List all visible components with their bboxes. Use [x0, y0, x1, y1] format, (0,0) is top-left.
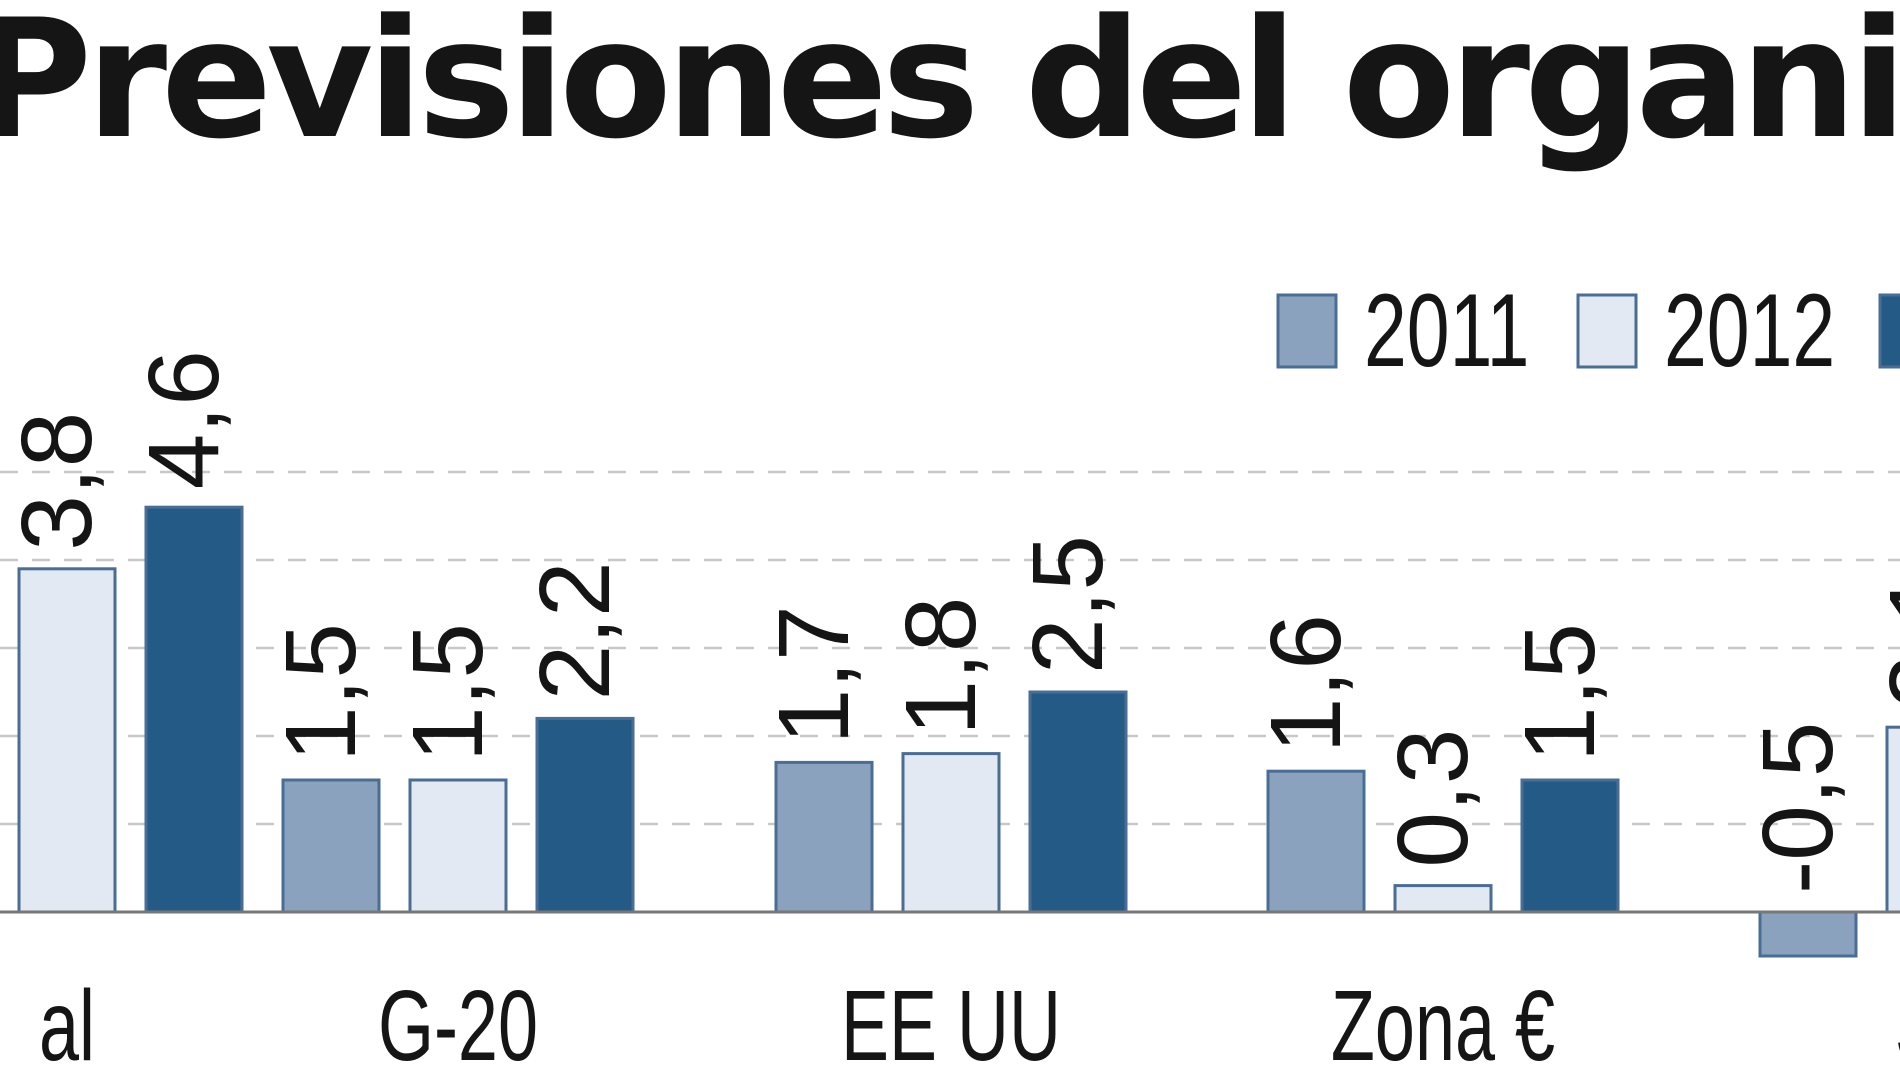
bars [17, 505, 1900, 958]
bar [281, 778, 381, 914]
bar [1028, 690, 1128, 914]
data-label: 4,6 [128, 350, 240, 489]
bar [1393, 884, 1493, 914]
bar [408, 778, 508, 914]
legend-swatch [1276, 293, 1338, 369]
legend-swatch [1576, 293, 1638, 369]
legend-label: 2012 [1664, 273, 1835, 389]
bar [144, 505, 244, 914]
data-labels: 1,5 1,7 1,6 -0,5 3,8 1,5 1,8 0,3 2,1 4,6 2,2 2,5 1,5 [1, 350, 1900, 894]
x-tick-label: Ja [1897, 970, 1900, 1069]
legend: 2011 2012 [1276, 273, 1900, 389]
chart-title: Previsiones del organis [0, 0, 1900, 175]
data-label: 1,5 [1504, 623, 1616, 762]
legend-label: 2011 [1364, 273, 1529, 389]
data-label: 1,7 [758, 605, 870, 744]
legend-swatch [1878, 293, 1900, 369]
x-tick-label: al [39, 970, 95, 1069]
x-axis: al G-20 EE UU Zona € Ja [0, 910, 1900, 1069]
bar [1885, 725, 1900, 914]
bar [901, 752, 1001, 914]
bar [1520, 778, 1620, 914]
data-label: 1,5 [392, 623, 504, 762]
bar [535, 716, 635, 914]
data-label: 0,3 [1377, 729, 1489, 868]
data-label: 2,1 [1869, 570, 1900, 709]
data-label: 1,5 [265, 623, 377, 762]
data-label: -0,5 [1742, 722, 1854, 894]
bar [1758, 910, 1858, 958]
x-tick-label: Zona € [1331, 970, 1555, 1069]
bar [1266, 769, 1366, 914]
data-label: 1,6 [1250, 614, 1362, 753]
bar [774, 760, 874, 914]
bar [17, 567, 117, 914]
data-label: 1,8 [885, 597, 997, 736]
data-label: 3,8 [1, 412, 113, 551]
data-label: 2,5 [1012, 535, 1124, 674]
x-tick-label: EE UU [841, 970, 1061, 1069]
x-tick-label: G-20 [378, 970, 538, 1069]
data-label: 2,2 [519, 561, 631, 700]
